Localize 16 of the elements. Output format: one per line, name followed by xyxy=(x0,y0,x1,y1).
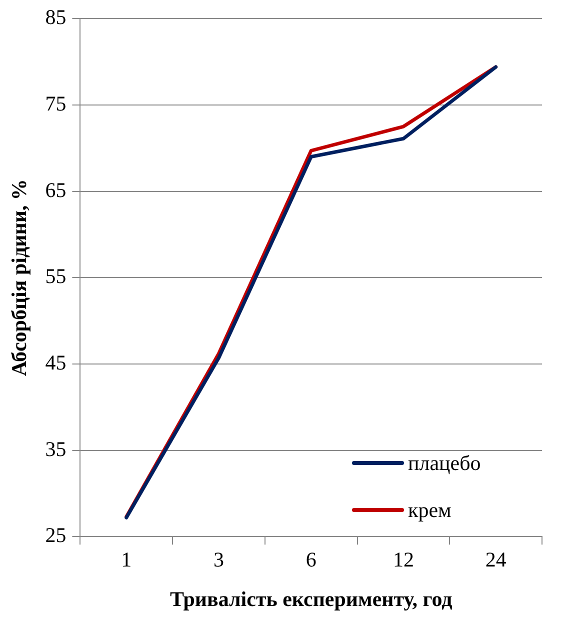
x-tick-label: 6 xyxy=(306,548,316,572)
y-tick-label: 85 xyxy=(45,5,66,30)
x-tick-label: 1 xyxy=(121,548,132,572)
y-tick-label: 25 xyxy=(45,523,66,548)
y-tick-label: 55 xyxy=(45,264,66,288)
y-axis-title: Абсорбція рідини, % xyxy=(7,179,32,376)
x-tick-label: 3 xyxy=(213,548,224,572)
x-tick-label: 12 xyxy=(392,548,414,572)
legend-label: плацебо xyxy=(408,450,481,476)
y-tick-label: 65 xyxy=(45,178,66,202)
legend-label: крем xyxy=(408,498,452,523)
x-tick-label: 24 xyxy=(485,548,507,572)
y-tick-label: 45 xyxy=(45,350,66,374)
y-tick-label: 35 xyxy=(45,436,66,461)
x-axis-title: Тривалість експерименту, год xyxy=(170,586,453,611)
y-tick-label: 75 xyxy=(45,91,66,116)
